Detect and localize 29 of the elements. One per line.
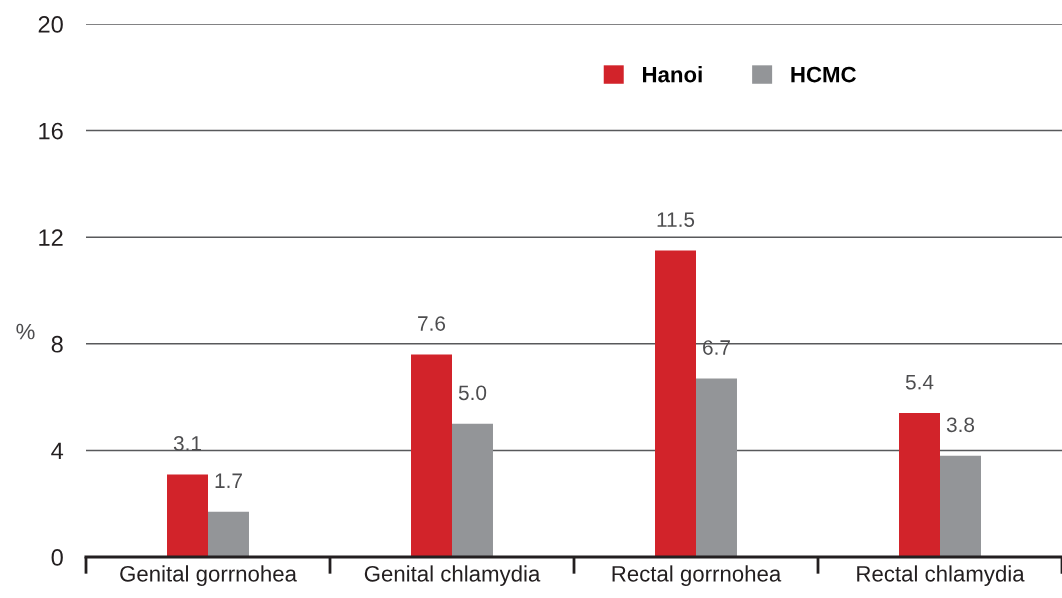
y-axis-title: % — [16, 323, 35, 340]
data-label: 11.5 — [657, 212, 695, 227]
x-tick-label: Genital gorrnohea — [120, 565, 297, 587]
y-tick-label: 20 — [38, 16, 63, 33]
bar — [167, 474, 208, 557]
bar — [452, 423, 493, 557]
x-tick-label: Genital chlamydia — [364, 565, 541, 587]
data-label: 3.8 — [946, 417, 975, 433]
bar — [655, 250, 696, 557]
y-tick-label: 4 — [51, 442, 64, 459]
data-label: 6.7 — [703, 340, 730, 355]
legend-label: Hanoi — [643, 66, 702, 83]
data-label: 1.7 — [215, 473, 242, 488]
y-tick-label: 8 — [51, 335, 63, 353]
y-tick-label: 0 — [51, 549, 63, 566]
bar — [208, 511, 249, 557]
legend-label: HCMC — [791, 66, 856, 83]
data-label: 3.1 — [173, 436, 201, 451]
bar — [940, 455, 981, 557]
data-label: 7.6 — [418, 316, 446, 331]
bar — [899, 413, 940, 557]
bar — [696, 378, 737, 557]
y-tick-label: 12 — [39, 229, 63, 246]
data-label: 5.4 — [905, 374, 934, 390]
x-tick-label: Rectal gorrnohea — [612, 565, 782, 587]
bar — [411, 354, 452, 557]
data-label: 5.0 — [458, 385, 487, 401]
x-tick-label: Rectal chlamydia — [857, 565, 1025, 587]
y-tick-label: 16 — [39, 122, 63, 140]
